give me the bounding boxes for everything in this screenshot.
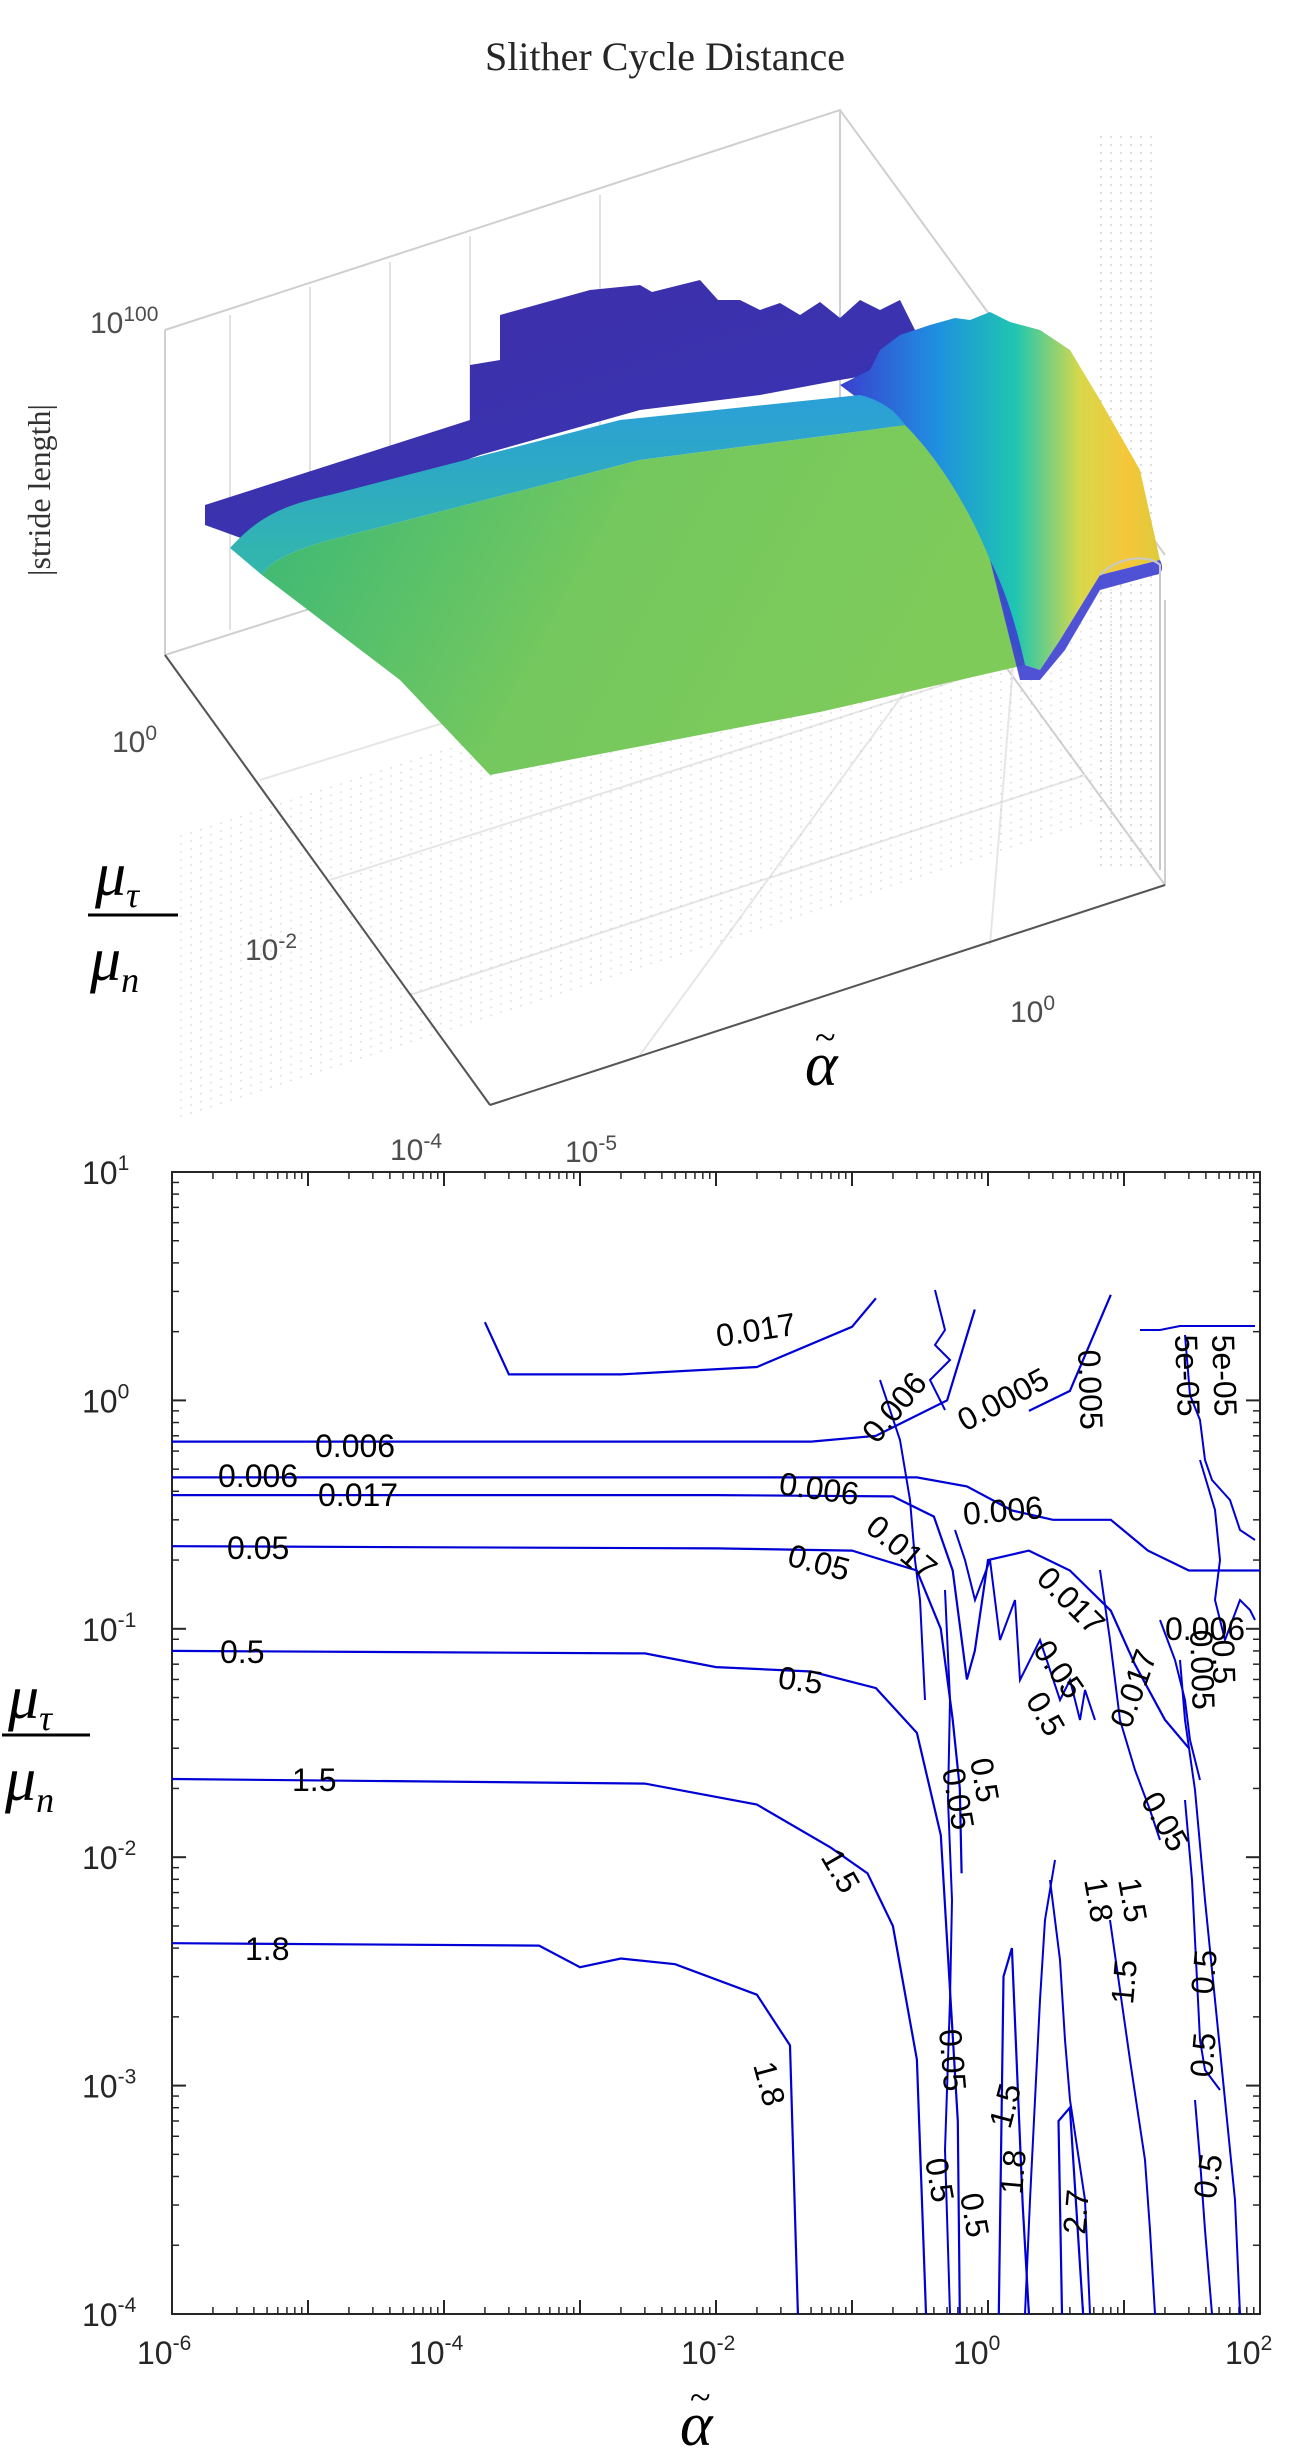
- contour-label: 1.5: [1104, 1958, 1144, 2005]
- x-axis-3d: 10-5 100 α ~: [489, 884, 1166, 1169]
- contour-label: 0.5: [1186, 2151, 1229, 2201]
- contour-line: [172, 1309, 976, 1443]
- contour-label: 1.8: [993, 2148, 1033, 2195]
- contour-line: [171, 1649, 961, 2315]
- y-axis-3d: 100 10-2 10-4 μτ μn: [88, 654, 491, 1167]
- surface-right-ridge: [840, 312, 1160, 670]
- x3d-tick-2: 100: [1010, 992, 1055, 1029]
- contour-label: 0.5: [1205, 1639, 1243, 1685]
- contour-label: 0.005: [1183, 1629, 1222, 1710]
- surface-main-slope: [262, 425, 1025, 775]
- contour-line: [1028, 1294, 1112, 1412]
- y-tick-label: 10-2: [82, 1837, 136, 1876]
- contour-x-label: α ~: [680, 2377, 714, 2457]
- x3d-tilde: ~: [815, 1017, 836, 1059]
- contour-label: 0.05: [932, 2027, 973, 2092]
- y-tick-label: 100: [82, 1380, 129, 1419]
- contour-label: 0.006: [961, 1489, 1044, 1532]
- contour-line: [171, 1777, 928, 2315]
- contour-line: [171, 1545, 963, 1874]
- contour-label: 0.5: [1183, 2031, 1223, 2078]
- contour-label: 5e-05: [1205, 1334, 1244, 1417]
- y-tick-label: 10-1: [82, 1609, 136, 1648]
- contour-label: 0.005: [1071, 1349, 1110, 1430]
- x-label: α: [680, 2391, 714, 2457]
- y3d-tick-2: 10-2: [245, 930, 297, 967]
- y3d-tick-3: 10-4: [390, 1130, 442, 1167]
- contour-label: 0.5: [220, 1634, 264, 1670]
- contour-label: 0.5: [963, 1755, 1006, 1805]
- contour-label: 0.5: [776, 1659, 825, 1701]
- contour-label: 2.7: [1056, 2188, 1096, 2235]
- contour-noise-right: [879, 1289, 1256, 2315]
- y-label-den: μn: [4, 1746, 54, 1820]
- x-tick-label: 10-4: [409, 2332, 464, 2371]
- contour-line: [172, 1493, 1190, 1749]
- contour-label: 0.5: [953, 2190, 996, 2240]
- y-tick-label: 101: [82, 1152, 129, 1191]
- contour-label: 0.006: [218, 1458, 298, 1494]
- x3d-tick-1: 10-5: [565, 1132, 617, 1169]
- z-tick-label: 10100: [90, 303, 158, 340]
- x-tick-label: 100: [953, 2332, 1000, 2371]
- contour-label: 0.006: [315, 1428, 395, 1464]
- y3d-label-num: μτ: [94, 841, 140, 915]
- contour-lines: [171, 1294, 1260, 2315]
- contour-line: [172, 1476, 1260, 1572]
- surface-plot: Slither Cycle Distance: [21, 34, 1166, 1169]
- y-tick-label: 10-3: [82, 2066, 136, 2105]
- contour-label: 1.8: [1077, 1875, 1120, 1925]
- contour-label: 0.5: [918, 2155, 961, 2205]
- contour-label: 5e-05: [1168, 1334, 1207, 1417]
- x-label-tilde: ~: [690, 2377, 711, 2419]
- contour-line: [171, 1942, 799, 2315]
- y-tick-label: 10-4: [82, 2294, 137, 2333]
- x3d-label: α: [805, 1031, 839, 1099]
- surface-title: Slither Cycle Distance: [485, 34, 845, 79]
- contour-label: 0.017: [318, 1477, 398, 1513]
- z-axis: 10100 |stride length|: [21, 303, 158, 576]
- y3d-label-den: μn: [89, 926, 139, 1000]
- contour-label: 0.5: [1184, 1948, 1224, 1995]
- z-axis-label: |stride length|: [21, 404, 57, 576]
- surface-front-wall: [990, 560, 1163, 680]
- contour-y-label: μτ μn: [2, 1664, 90, 1820]
- surface-edge-bump: [1099, 557, 1161, 870]
- contour-line: [483, 1297, 877, 1376]
- y3d-tick-1: 100: [112, 722, 157, 759]
- x-tick-label: 10-2: [681, 2332, 735, 2371]
- contour-label: 0.05: [227, 1530, 289, 1566]
- contour-line: [997, 1947, 1030, 2315]
- x-tick-label: 102: [1225, 2332, 1272, 2371]
- contour-label: 0.006: [1165, 1611, 1245, 1647]
- contour-label: 1.5: [292, 1762, 336, 1798]
- contour-label: 1.8: [245, 1931, 289, 1967]
- x-tick-label: 10-6: [137, 2332, 191, 2371]
- surface-strip: [230, 395, 905, 575]
- contour-label: 1.5: [1111, 1875, 1154, 1925]
- y-label-num: μτ: [7, 1664, 53, 1738]
- contour-axes-box: [171, 1171, 1261, 2315]
- contour-line: [1057, 2104, 1085, 2315]
- contour-plot: 10-6 10-4 10-2 100 10210-410-310-210-1100101…: [2, 1152, 1272, 2457]
